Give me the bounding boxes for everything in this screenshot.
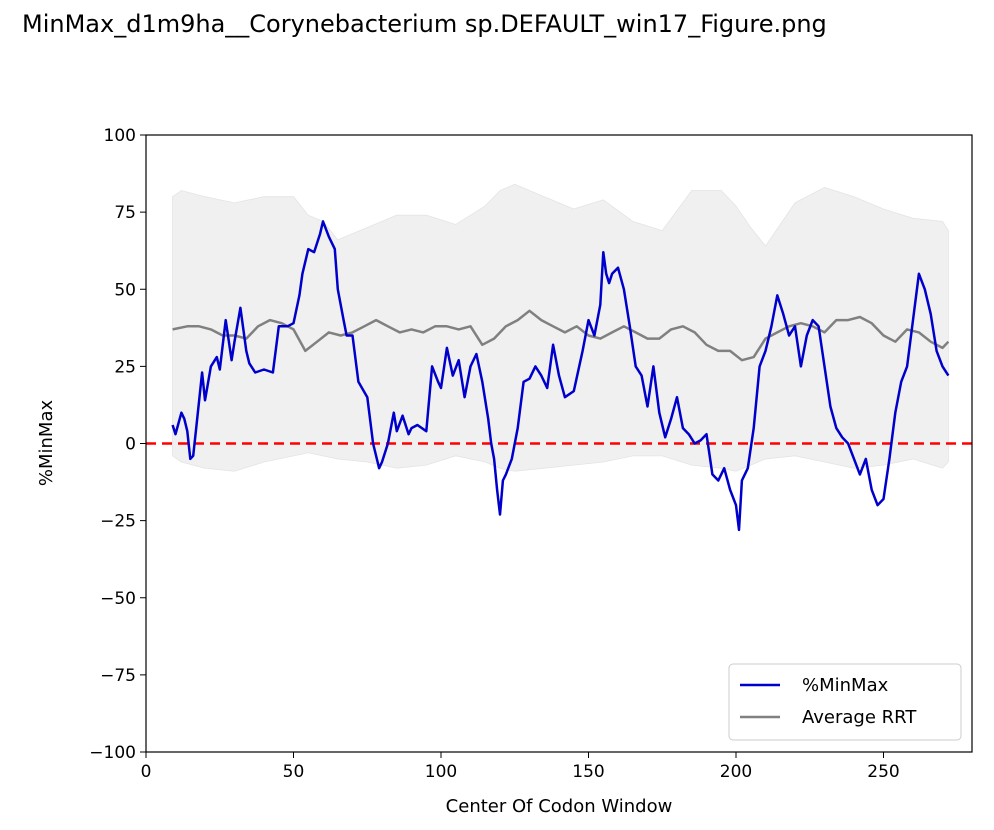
x-axis-label: Center Of Codon Window <box>446 796 673 817</box>
y-tick-label: −100 <box>89 743 136 763</box>
x-tick-label: 50 <box>283 762 305 782</box>
y-tick-label: 100 <box>104 126 136 146</box>
y-tick-label: −25 <box>100 512 136 532</box>
y-axis-label: %MinMax <box>36 400 57 487</box>
y-tick-label: 75 <box>114 203 136 223</box>
x-tick-label: 150 <box>572 762 604 782</box>
x-axis-ticks: 0 50 100 150 200 250 <box>141 752 900 782</box>
series-line-minmax <box>171 220 950 532</box>
y-axis-ticks: −100 −75 −50 −25 0 25 50 75 100 <box>89 126 146 763</box>
x-tick-label: 100 <box>425 762 457 782</box>
y-tick-label: −50 <box>100 589 136 609</box>
y-tick-label: 50 <box>114 280 136 300</box>
x-tick-label: 250 <box>867 762 899 782</box>
y-tick-label: 0 <box>125 435 136 455</box>
x-tick-label: 0 <box>141 762 152 782</box>
series-layer <box>171 220 950 532</box>
legend-box <box>728 663 962 741</box>
x-tick-label: 200 <box>720 762 752 782</box>
legend-label-minmax: %MinMax <box>802 675 889 696</box>
series-line-average-rrt <box>172 309 950 362</box>
y-tick-label: 25 <box>114 357 136 377</box>
figure-file-title: MinMax_d1m9ha__Corynebacterium sp.DEFAUL… <box>22 10 827 38</box>
y-tick-label: −75 <box>100 666 136 686</box>
legend: %MinMax Average RRT <box>728 663 962 741</box>
legend-label-average-rrt: Average RRT <box>802 707 917 728</box>
